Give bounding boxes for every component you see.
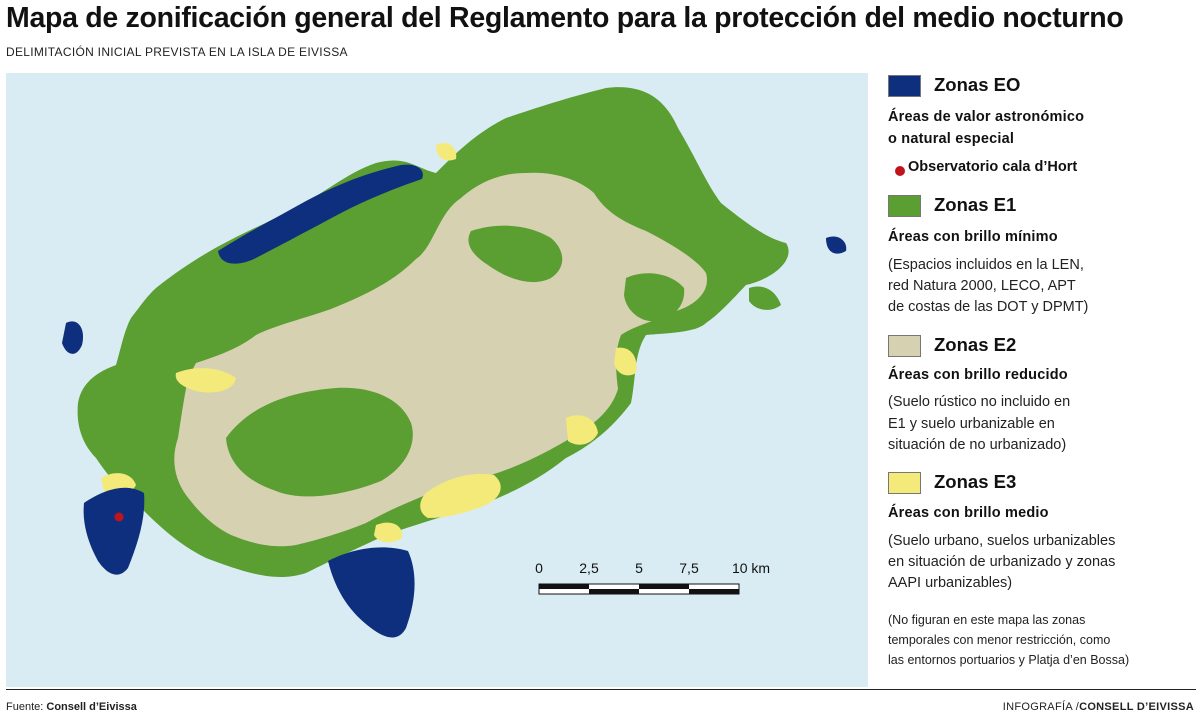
scale-label-0: 0 [535, 560, 543, 576]
scale-bar: 0 2,5 5 7,5 10 km [535, 560, 770, 595]
page-title: Mapa de zonificación general del Reglame… [6, 2, 1124, 34]
legend-swatch-eo [888, 75, 921, 97]
legend-footnote-1: (No figuran en este mapa las zonas [888, 613, 1086, 627]
credit-name: CONSELL D’EIVISSA [1079, 701, 1194, 713]
legend-footnote-2: temporales con menor restricción, como [888, 633, 1111, 647]
zone-e3-santa-eularia [614, 347, 637, 376]
source-credit: Fuente: Consell d’Eivissa [6, 701, 137, 713]
legend-label-eo: Zonas EO [934, 74, 1021, 95]
legend-desc-e3: Áreas con brillo medio [888, 505, 1049, 521]
scale-label-2-5: 2,5 [579, 560, 599, 576]
legend-note-e1-3: de costas de las DOT y DPMT) [888, 299, 1089, 315]
legend-label-e3: Zonas E3 [934, 471, 1017, 492]
legend-note-e3-2: en situación de urbanizado y zonas [888, 554, 1116, 570]
zoning-map[interactable]: 0 2,5 5 7,5 10 km [6, 73, 868, 687]
legend-desc-e1: Áreas con brillo mínimo [888, 229, 1058, 245]
zone-e1-inner-east [624, 273, 685, 322]
zone-e3-north [436, 142, 457, 161]
footer-divider [6, 689, 1196, 690]
zone-e3-west-bay [175, 368, 236, 393]
legend-note-e1-1: (Espacios incluidos en la LEN, [888, 257, 1084, 273]
source-name: Consell d’Eivissa [46, 701, 137, 713]
zone-e3-east-coast [566, 415, 598, 445]
legend-swatch-e2 [888, 335, 921, 357]
map-canvas: 0 2,5 5 7,5 10 km [6, 73, 868, 687]
legend-observatory: Observatorio cala d’Hort [908, 159, 1078, 175]
legend-label-e1: Zonas E1 [934, 194, 1017, 215]
legend-footnote-3: las entornos portuarios y Platja d’en Bo… [888, 653, 1130, 667]
page-subtitle: DELIMITACIÓN INICIAL PREVISTA EN LA ISLA… [6, 45, 348, 59]
zone-eo-west-islet [62, 321, 84, 354]
legend-note-e2-1: (Suelo rústico no incluido en [888, 394, 1071, 410]
legend-note-e1-2: red Natura 2000, LECO, APT [888, 278, 1076, 294]
legend-note-e3-3: AAPI urbanizables) [888, 575, 1013, 591]
zone-eo-cala-dhort [83, 487, 145, 575]
zone-e3-vila-coast [420, 473, 501, 518]
zone-e3-south [374, 522, 403, 543]
legend-desc-eo-1: Áreas de valor astronómico [888, 109, 1085, 125]
zone-e1-inner-ridge [468, 225, 563, 283]
infographic-credit: INFOGRAFÍA /CONSELL D’EIVISSA [1003, 701, 1194, 713]
credit-prefix: INFOGRAFÍA / [1002, 701, 1080, 713]
legend-label-e2: Zonas E2 [934, 334, 1017, 355]
zone-e1-inner-west [226, 387, 413, 497]
legend-desc-e2: Áreas con brillo reducido [888, 367, 1068, 383]
scale-label-5: 5 [635, 560, 643, 576]
scale-label-10-km: 10 km [732, 560, 770, 576]
zone-eo-east-islet [826, 236, 847, 254]
legend-swatch-e3 [888, 472, 921, 494]
zone-e1-islet [749, 286, 781, 310]
observatory-legend-dot [895, 166, 905, 176]
legend-desc-eo-2: o natural especial [888, 131, 1015, 147]
legend-note-e2-2: E1 y suelo urbanizable en [888, 416, 1055, 432]
legend-note-e3-1: (Suelo urbano, suelos urbanizables [888, 533, 1116, 549]
zone-eo-south [328, 547, 415, 638]
observatory-marker [114, 512, 124, 522]
source-prefix: Fuente: [6, 701, 44, 713]
scale-label-7-5: 7,5 [679, 560, 699, 576]
legend-note-e2-3: situación de no urbanizado) [888, 437, 1067, 453]
zone-eo-northwest-coast [218, 164, 423, 264]
legend-swatch-e1 [888, 195, 921, 217]
